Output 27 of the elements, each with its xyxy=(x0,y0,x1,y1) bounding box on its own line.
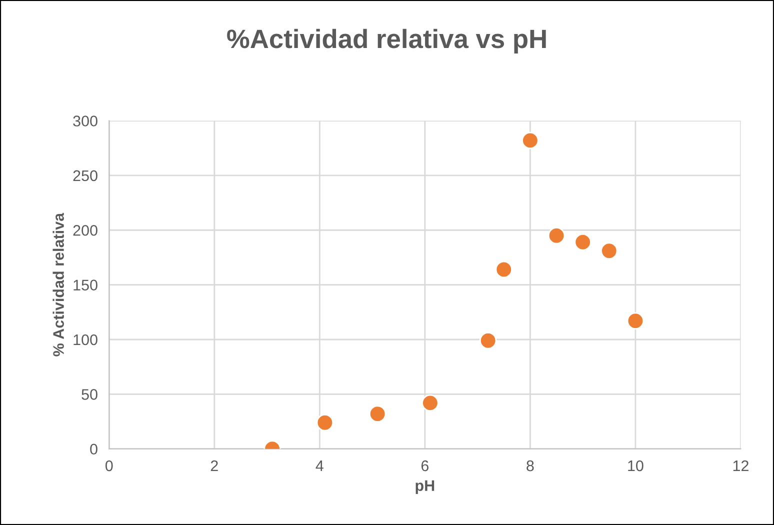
x-tick-label: 0 xyxy=(105,460,113,472)
x-tick-label: 4 xyxy=(316,460,324,472)
y-tick-label: 300 xyxy=(73,116,98,126)
point xyxy=(422,394,439,412)
point xyxy=(522,132,539,150)
point xyxy=(548,226,566,244)
point xyxy=(495,260,512,278)
x-tick-label: 10 xyxy=(628,460,644,472)
y-tick-label: 50 xyxy=(82,389,98,400)
point xyxy=(626,312,644,330)
x-tick-label: 8 xyxy=(526,460,534,472)
chart-title: %Actividad relativa vs pH xyxy=(227,28,546,54)
point xyxy=(479,332,497,350)
y-tick-label: 0 xyxy=(90,444,98,455)
x-tick-label: 2 xyxy=(210,460,218,472)
point xyxy=(316,414,334,432)
x-tick-label: 12 xyxy=(733,460,748,472)
y-axis-title: % Actividad relativa xyxy=(52,212,64,356)
x-tick-label: 6 xyxy=(421,460,429,472)
y-tick-label: 250 xyxy=(73,170,98,182)
point xyxy=(574,234,592,251)
y-tick-label: 150 xyxy=(74,280,98,290)
point xyxy=(368,405,386,422)
y-tick-label: 200 xyxy=(73,224,98,236)
x-axis-title: pH xyxy=(416,480,434,494)
point xyxy=(600,242,618,260)
y-tick-label: 100 xyxy=(74,334,98,346)
